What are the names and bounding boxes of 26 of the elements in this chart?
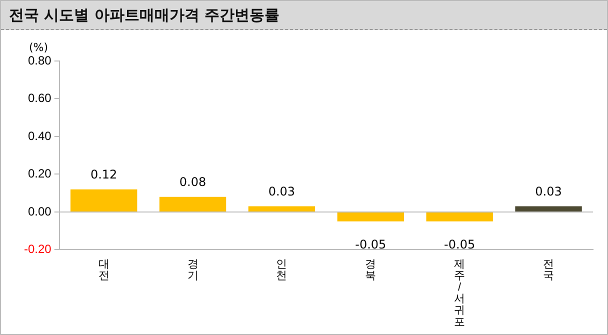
y-tick-label: 0.00	[28, 204, 52, 218]
x-tick-label: 대전	[98, 258, 110, 282]
bar	[337, 212, 404, 222]
x-tick-label: 경북	[365, 258, 376, 282]
y-tick-label: 0.40	[28, 128, 52, 143]
data-label: 0.12	[90, 167, 118, 182]
bar	[248, 206, 316, 212]
y-tick-label: 0.80	[28, 53, 52, 68]
y-tick-label: 0.60	[28, 91, 52, 106]
data-label: -0.05	[355, 238, 386, 252]
x-tick-label: 제주/서귀포	[454, 258, 466, 328]
bar	[426, 212, 493, 222]
chart-title: 전국 시도별 아파트매매가격 주간변동률	[1, 1, 607, 30]
y-tick-label: 0.20	[28, 166, 52, 181]
bar	[159, 196, 226, 212]
x-tick-label: 경기	[187, 258, 198, 282]
bar	[70, 189, 138, 212]
bar	[515, 206, 582, 212]
x-tick-label: 전국	[543, 258, 554, 282]
data-label: -0.05	[444, 238, 476, 252]
data-label: 0.03	[268, 184, 296, 198]
x-tick-label: 인천	[276, 258, 288, 282]
data-label: 0.08	[179, 174, 206, 189]
y-axis-title: (%)	[29, 41, 48, 54]
data-label: 0.03	[535, 184, 562, 198]
y-tick-label: -0.20	[24, 242, 52, 256]
